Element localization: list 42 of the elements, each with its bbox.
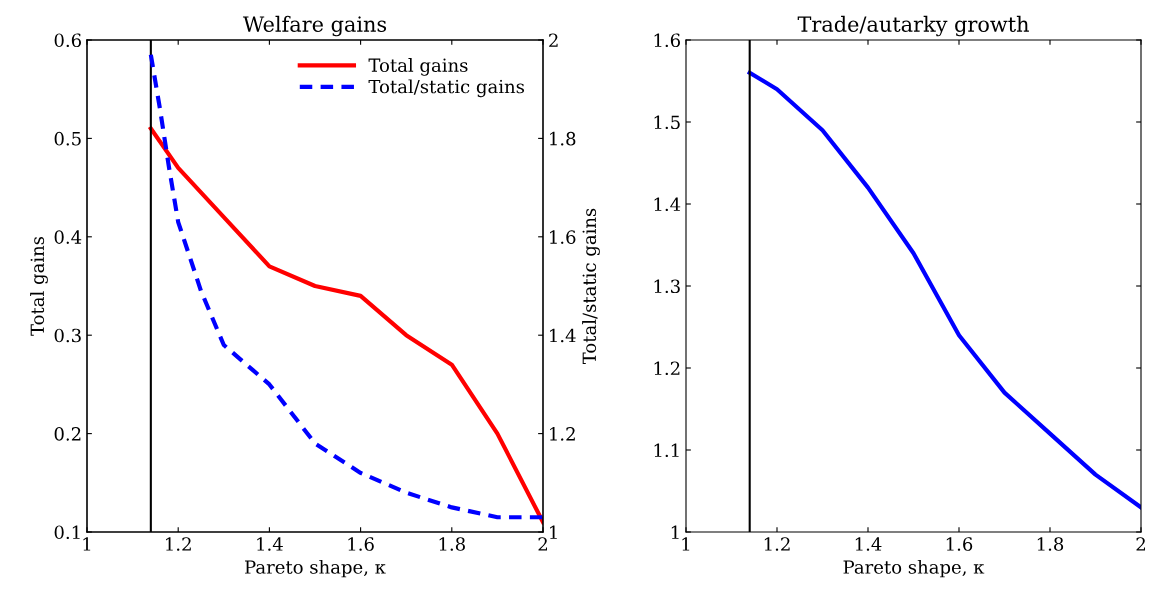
x-tick-label: 1.4 — [855, 537, 882, 551]
y-tick-label: 0.3 — [54, 328, 81, 343]
legend-label: Total gains — [368, 58, 468, 76]
line-series — [148, 126, 543, 525]
y-tick-label: 1.6 — [654, 33, 680, 48]
y-tick-label: 1.2 — [654, 361, 680, 376]
x-tick-label: 1.6 — [348, 537, 374, 551]
y-tick-label: 1.4 — [654, 197, 681, 212]
y-tick-label: 0.4 — [54, 230, 82, 244]
x-tick-label: 1.2 — [764, 537, 790, 551]
y2-tick-label: 1.4 — [550, 328, 576, 343]
y-tick-label: 1.5 — [654, 115, 680, 130]
y-tick-label: 1 — [671, 525, 679, 539]
y-tick-label: 0.1 — [54, 525, 80, 540]
x-tick-label: 1.8 — [439, 537, 465, 551]
x-tick-label: 1 — [83, 537, 91, 551]
y-axis-title: Total gains — [30, 236, 48, 336]
x-tick-label: 2 — [1136, 537, 1145, 551]
y-tick-label: 0.5 — [54, 131, 81, 146]
line-series — [747, 70, 1141, 510]
chart-title: Trade/autarky growth — [797, 15, 1029, 37]
y-tick-label: 0.2 — [54, 427, 81, 441]
x-tick-label: 1.8 — [1037, 537, 1064, 551]
y2-tick-label: 1.2 — [550, 427, 575, 441]
y2-tick-label: 1.6 — [550, 230, 576, 244]
y-tick-label: 1.3 — [654, 279, 680, 294]
x-axis-title: Pareto shape, κ — [245, 559, 386, 578]
y2-tick-label: 2 — [549, 33, 558, 47]
x-tick-label: 1.2 — [166, 537, 191, 551]
x-axis-title: Pareto shape, κ — [843, 559, 985, 578]
y2-tick-label: 1 — [550, 525, 557, 539]
y2-axis-title: Total/static gains — [582, 208, 600, 365]
y2-tick-label: 1.8 — [550, 131, 576, 146]
line-series — [148, 52, 543, 520]
y-tick-label: 1.1 — [654, 443, 679, 458]
x-tick-label: 1.6 — [946, 537, 973, 551]
y-tick-label: 0.6 — [54, 33, 81, 48]
legend-label: Total/static gains — [368, 79, 525, 98]
chart-title: Welfare gains — [242, 15, 387, 37]
x-tick-label: 1 — [682, 537, 690, 551]
x-tick-label: 1.4 — [257, 537, 283, 551]
x-tick-label: 2 — [538, 537, 547, 551]
